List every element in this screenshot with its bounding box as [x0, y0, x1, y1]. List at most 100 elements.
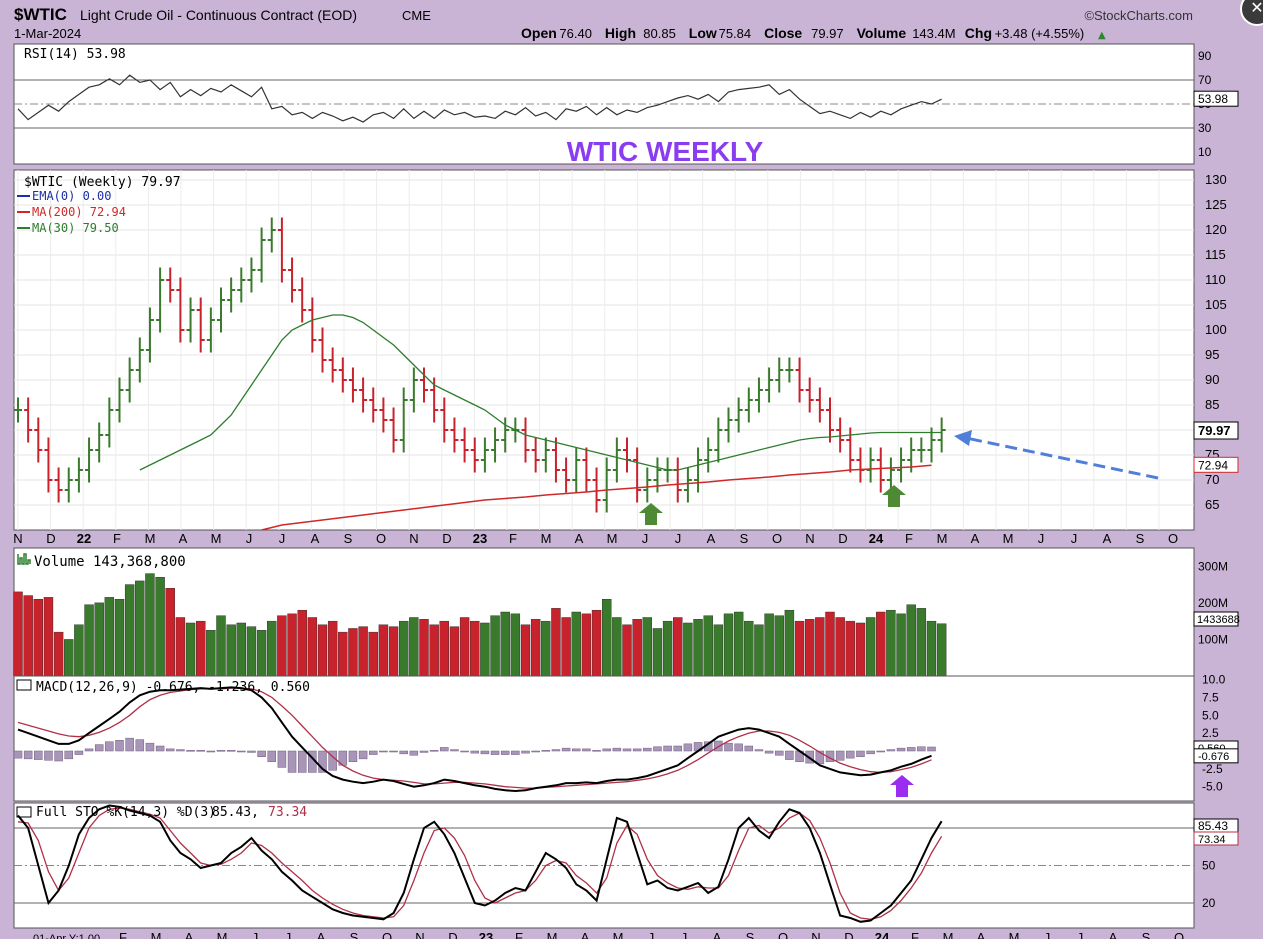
macd-histogram-bar — [440, 747, 449, 752]
ma200-last-box — [1193, 456, 1239, 473]
legend-entry: EMA(0) 0.00 — [32, 189, 111, 203]
volume-bar — [825, 611, 835, 677]
volume-bar — [865, 617, 876, 677]
volume-bar — [926, 620, 937, 677]
volume-tick-label: 100M — [1198, 632, 1228, 646]
volume-tick-label: 200M — [1198, 596, 1228, 610]
macd-histogram-bar — [348, 750, 358, 762]
volume-bar — [662, 620, 673, 677]
volume-bar — [673, 617, 683, 677]
price-ohlc-bar — [24, 397, 33, 443]
x-tick-label: D — [448, 930, 457, 939]
x-tick-label: F — [905, 531, 913, 546]
macd-histogram-bar — [643, 747, 652, 752]
x-tick-label: M — [943, 930, 954, 939]
x-tick-label: J — [246, 531, 253, 546]
ohlc-value-open: 76.40 — [559, 26, 592, 41]
x-tick-label: A — [1109, 930, 1118, 939]
rsi-tick-label: 70 — [1198, 73, 1212, 87]
macd-histogram-bar — [622, 748, 632, 752]
price-ohlc-bar — [44, 437, 53, 493]
price-ohlc-bar — [602, 457, 611, 513]
price-ohlc-bar — [927, 427, 936, 463]
price-ohlc-bar — [683, 467, 692, 503]
price-tick-label: 70 — [1205, 472, 1219, 487]
ohlc-label-close: Close — [764, 25, 802, 41]
price-tick-label: 115 — [1205, 247, 1226, 262]
close-icon[interactable]: ✕ — [1240, 0, 1263, 26]
x-tick-label: J — [1077, 930, 1084, 939]
volume-bar — [815, 617, 825, 677]
price-ohlc-bar — [379, 397, 388, 433]
volume-bar — [409, 617, 419, 677]
annotation-title: WTIC WEEKLY — [567, 136, 764, 167]
x-axis-bottom: 01-Apr Y:1.00 F M A M J J A S O N D 23 F M A M J J A S O N D 24 F… — [33, 930, 1184, 939]
price-tick-label: 125 — [1205, 197, 1227, 212]
x-tick-label: A — [575, 531, 584, 546]
macd-histogram-bar — [74, 750, 84, 755]
price-ohlc-bar — [257, 227, 266, 283]
price-ohlc-bar — [815, 387, 824, 423]
price-ohlc-bar — [338, 357, 347, 393]
sto-k-line — [17, 804, 943, 923]
macd-signal-line — [17, 687, 932, 789]
macd-histogram-bar — [683, 743, 693, 752]
x-tick-label: J — [648, 930, 655, 939]
volume-bar — [876, 611, 886, 677]
volume-bar — [896, 613, 906, 677]
x-tick-label: D — [844, 930, 853, 939]
macd-last-box — [1193, 748, 1239, 764]
price-ohlc-bar — [795, 357, 804, 403]
macd-histogram-bar — [287, 750, 297, 773]
price-ohlc-bar — [308, 297, 317, 353]
volume-bar — [713, 624, 724, 677]
volume-bar — [104, 597, 115, 677]
x-tick-label: 22 — [77, 531, 91, 546]
price-ohlc-bar — [125, 357, 134, 403]
price-ohlc-bar — [866, 447, 875, 483]
volume-last-label: 1433688 — [1197, 614, 1240, 626]
macd-histogram-bar — [125, 737, 134, 752]
last-close-box — [1193, 421, 1239, 440]
volume-bar — [195, 620, 206, 677]
x-tick-label: A — [707, 531, 716, 546]
x-tick-label: S — [1142, 930, 1151, 939]
price-title: $WTIC (Weekly) 79.97 — [24, 175, 181, 190]
volume-bar — [124, 584, 135, 677]
x-tick-label: M — [1003, 531, 1014, 546]
x-tick-label: 24 — [875, 930, 890, 939]
volume-bar — [256, 630, 267, 677]
volume-bar — [327, 620, 338, 677]
macd-histogram-bar — [176, 749, 185, 752]
price-tick-label: 65 — [1205, 497, 1219, 512]
ohlc-label-open: Open — [521, 25, 557, 41]
macd-histogram-bar — [389, 750, 398, 753]
macd-icon — [16, 679, 32, 691]
price-ohlc-bar — [531, 437, 540, 473]
volume-bar — [764, 613, 774, 677]
volume-bar — [744, 620, 754, 677]
volume-bar — [723, 613, 734, 677]
macd-histogram-bar — [734, 743, 743, 752]
macd-histogram-bar — [663, 745, 672, 752]
date-label: 1-Mar-2024 — [14, 26, 81, 41]
price-ohlc-bar — [64, 467, 73, 503]
macd-histogram-bar — [166, 748, 175, 752]
volume-bar — [317, 624, 328, 677]
volume-bar — [774, 615, 784, 677]
x-tick-label: M — [217, 930, 228, 939]
price-ohlc-bar — [359, 377, 368, 413]
x-tick-label: M — [151, 930, 162, 939]
macd-histogram-bar — [318, 750, 327, 773]
volume-bar — [794, 620, 805, 677]
volume-bar — [145, 573, 155, 677]
macd-histogram-bar — [44, 750, 53, 761]
price-ohlc-bar — [805, 377, 814, 413]
volume-bar — [287, 613, 297, 677]
price-ohlc-bar — [14, 397, 22, 423]
ma30-line — [139, 314, 942, 471]
volume-bar — [936, 623, 947, 677]
x-tick-label: M — [547, 930, 558, 939]
x-tick-label: 23 — [479, 930, 493, 939]
ohlc-label-high: High — [605, 25, 636, 41]
